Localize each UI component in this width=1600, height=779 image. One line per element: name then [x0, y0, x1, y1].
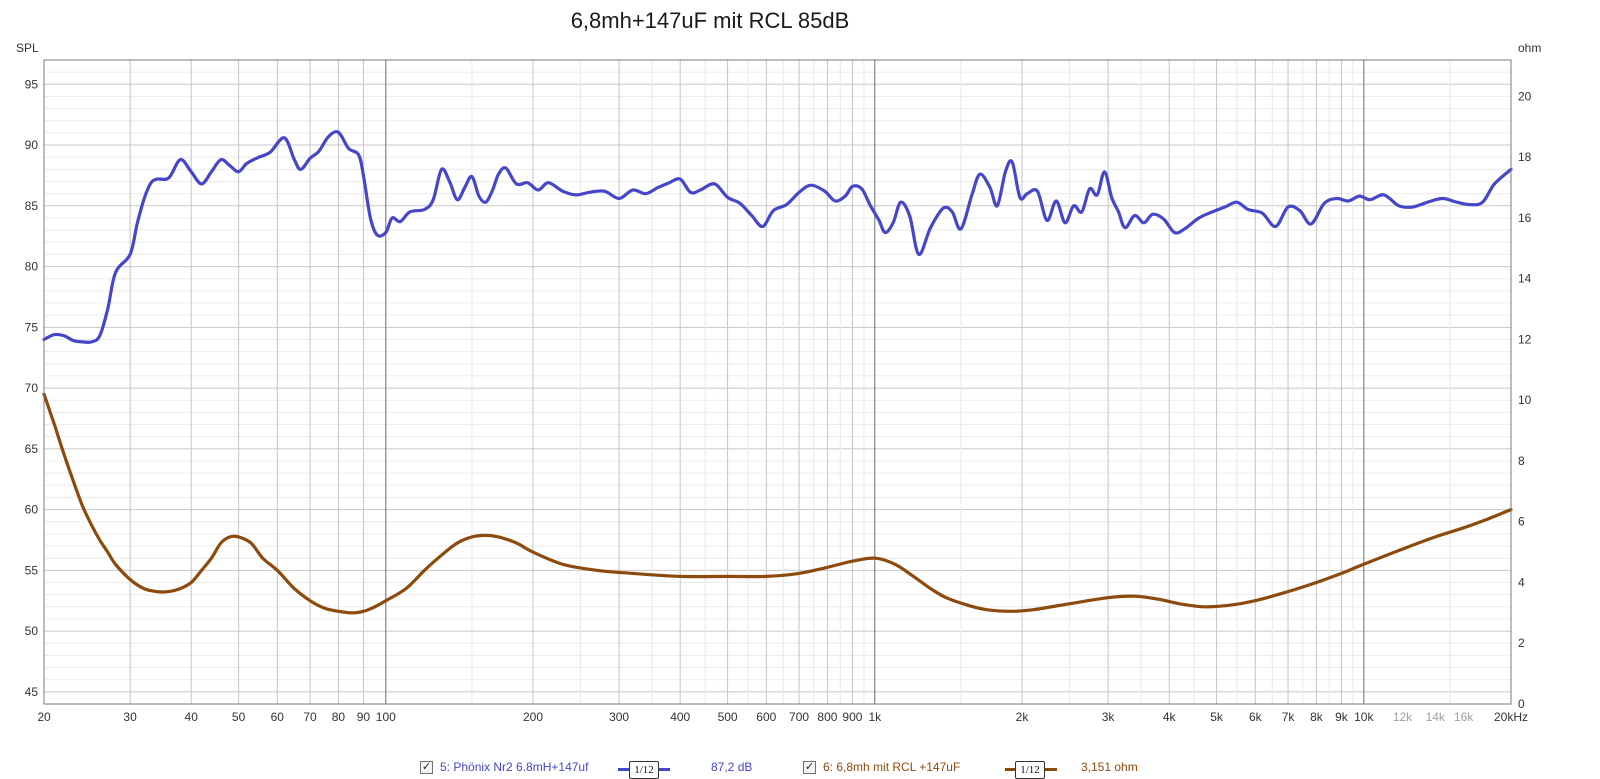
x-tick-label: 20kHz [1494, 710, 1528, 724]
x-tick-label: 2k [1016, 710, 1030, 724]
series-1-readout: 87,2 dB [711, 760, 753, 774]
y-right-tick-label: 14 [1518, 272, 1532, 286]
chart-title: 6,8mh+147uF mit RCL 85dB [570, 8, 850, 33]
y-left-tick-label: 60 [25, 503, 39, 517]
series-line-2 [42, 392, 1513, 615]
x-tick-label: 700 [789, 710, 809, 724]
plot-frame [43, 59, 1512, 705]
x-tick-label: 30 [123, 710, 137, 724]
x-tick-label: 500 [718, 710, 738, 724]
x-tick-label: 80 [332, 710, 346, 724]
y-right-tick-label: 20 [1518, 89, 1532, 103]
series-line-1 [42, 130, 1513, 344]
x-tick-label: 50 [232, 710, 246, 724]
x-tick-label: 90 [357, 710, 371, 724]
y-right-tick-label: 0 [1518, 697, 1525, 711]
x-tick-label: 200 [523, 710, 543, 724]
legend-item-series-2[interactable]: ✓ 6: 6,8mh mit RCL +147uF [803, 758, 960, 776]
y-right-tick-label: 8 [1518, 454, 1525, 468]
x-tick-label: 900 [842, 710, 862, 724]
series-layer [42, 130, 1513, 615]
x-tick-label: 60 [271, 710, 285, 724]
series-2-smoothing-badge[interactable]: 1/12 [1015, 761, 1045, 779]
y-left-axis-label: SPL [16, 41, 39, 55]
series-1-smoothing-badge[interactable]: 1/12 [629, 761, 659, 779]
x-tick-label: 100 [376, 710, 396, 724]
y-left-tick-label: 75 [25, 320, 39, 334]
legend-item-series-1[interactable]: ✓ 5: Phönix Nr2 6.8mH+147uf [420, 758, 588, 776]
x-tick-label: 5k [1210, 710, 1224, 724]
x-tick-label: 400 [670, 710, 690, 724]
x-tick-label: 300 [609, 710, 629, 724]
y-right-axis-label: ohm [1518, 41, 1541, 55]
y-left-tick-label: 70 [25, 381, 39, 395]
series-2-label: 6: 6,8mh mit RCL +147uF [823, 760, 961, 774]
y-left-tick-label: 80 [25, 260, 39, 274]
series-2-checkbox[interactable]: ✓ [803, 760, 816, 774]
y-right-tick-label: 2 [1518, 636, 1525, 650]
y-left-tick-label: 45 [25, 685, 39, 699]
y-left-tick-label: 50 [25, 624, 39, 638]
x-tick-label: 7k [1282, 710, 1296, 724]
y-right-tick-label: 16 [1518, 211, 1532, 225]
y-right-tick-label: 6 [1518, 515, 1525, 529]
series-1-readout-box: 87,2 dB [711, 758, 752, 776]
x-tick-label: 1k [868, 710, 882, 724]
x-tick-label: 10k [1354, 710, 1374, 724]
x-tick-label: 12k [1393, 710, 1413, 724]
series-2-readout-box: 3,151 ohm [1081, 758, 1138, 776]
x-tick-label: 16k [1454, 710, 1474, 724]
y-left-tick-label: 95 [25, 77, 39, 91]
y-right-tick-label: 18 [1518, 150, 1532, 164]
x-tick-label: 3k [1102, 710, 1116, 724]
x-tick-label: 20 [37, 710, 51, 724]
y-left-tick-label: 65 [25, 442, 39, 456]
axis-layer: 20 30 40 50 60 70 80 90 100 200 300 400 500 600 700 800… [16, 41, 1541, 724]
y-left-tick-label: 90 [25, 138, 39, 152]
x-tick-label: 14k [1426, 710, 1446, 724]
x-tick-label: 70 [303, 710, 317, 724]
x-tick-label: 800 [817, 710, 837, 724]
series-2-readout: 3,151 ohm [1081, 760, 1138, 774]
x-tick-label: 600 [756, 710, 776, 724]
y-left-tick-label: 85 [25, 199, 39, 213]
x-tick-label: 6k [1249, 710, 1263, 724]
y-right-tick-label: 4 [1518, 575, 1525, 589]
y-left-tick-label: 55 [25, 563, 39, 577]
x-tick-label: 40 [185, 710, 199, 724]
x-tick-label: 8k [1310, 710, 1324, 724]
x-tick-label: 4k [1163, 710, 1177, 724]
x-tick-label: 9k [1335, 710, 1349, 724]
y-right-tick-label: 12 [1518, 332, 1532, 346]
y-right-tick-label: 10 [1518, 393, 1532, 407]
series-1-checkbox[interactable]: ✓ [420, 760, 433, 774]
series-1-label: 5: Phönix Nr2 6.8mH+147uf [440, 760, 589, 774]
